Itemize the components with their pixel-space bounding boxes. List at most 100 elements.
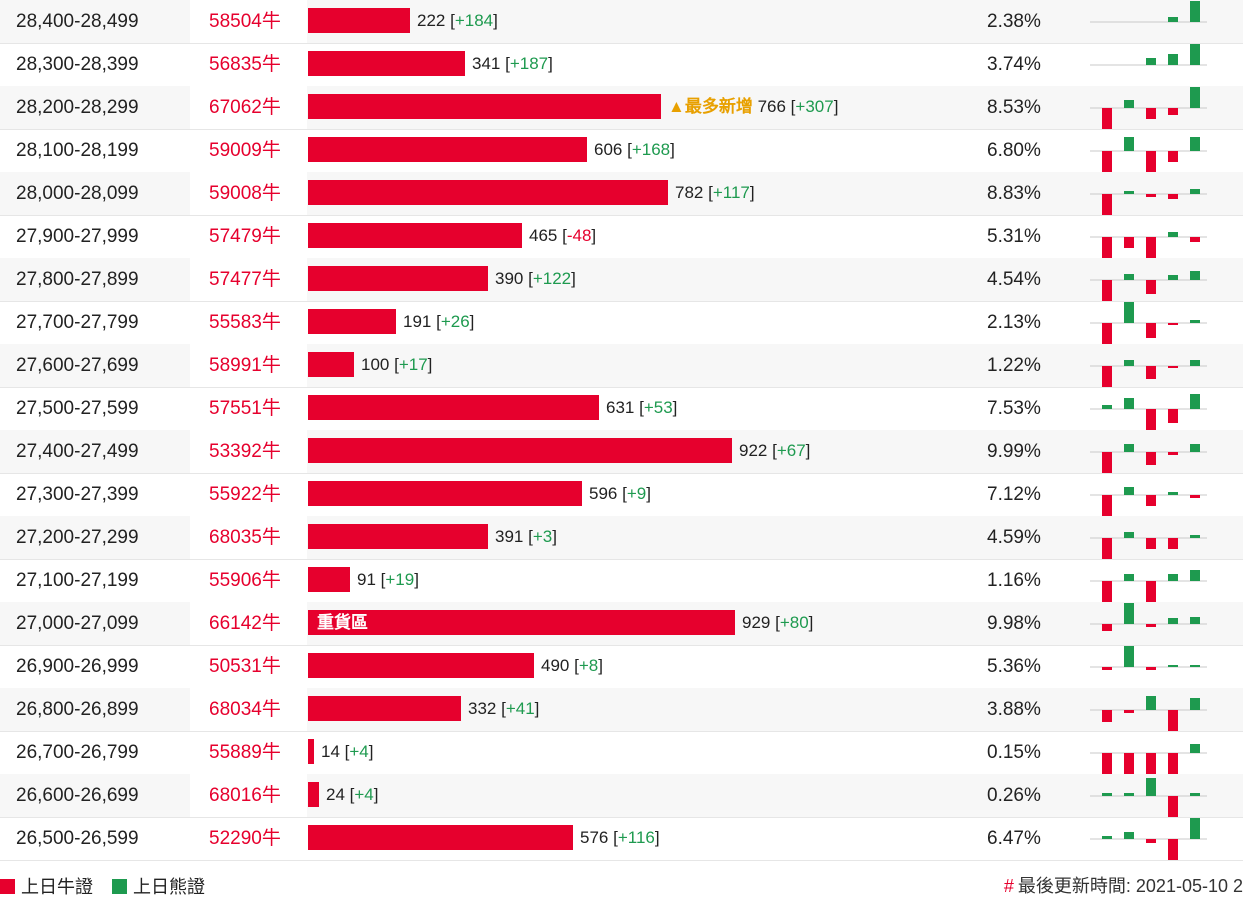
quantity-bar [308, 51, 465, 76]
cbbc-code[interactable]: 55922牛 [209, 484, 281, 505]
quantity-number: 782 [675, 183, 704, 202]
quantity-bar [308, 696, 461, 721]
quantity-change: -48 [566, 226, 592, 245]
cbbc-code[interactable]: 53392牛 [190, 430, 307, 473]
percentage: 1.16% [987, 570, 1041, 591]
history-sparkline [1090, 87, 1207, 129]
sparkline-bar [1124, 646, 1134, 667]
strike-range: 28,300-28,399 [16, 54, 139, 75]
quantity-change: +80 [779, 613, 809, 632]
quantity-value: 391 [+3] [495, 527, 557, 546]
history-sparkline [1090, 137, 1207, 172]
quantity-value: 14 [+4] [321, 742, 374, 761]
quantity-number: 391 [495, 527, 524, 546]
sparkline-bar [1168, 54, 1178, 65]
cbbc-code[interactable]: 57551牛 [209, 398, 281, 419]
sparkline-bar [1168, 574, 1178, 581]
sparkline-bar [1190, 44, 1200, 65]
cbbc-code[interactable]: 68016牛 [190, 774, 307, 817]
sparkline-bar [1146, 452, 1156, 465]
strike-range: 26,600-26,699 [16, 785, 139, 806]
sparkline-bar [1124, 793, 1134, 796]
sparkline-bar [1168, 108, 1178, 115]
quantity-value: 490 [+8] [541, 656, 603, 675]
history-sparkline [1090, 487, 1207, 516]
table-row: 28,400-28,499 58504牛 222 [+184] 2.38% [0, 0, 1243, 44]
cbbc-code[interactable]: 52290牛 [209, 828, 281, 849]
sparkline-bar [1124, 532, 1134, 538]
cbbc-code[interactable]: 59008牛 [190, 172, 307, 215]
cbbc-code[interactable]: 58991牛 [190, 344, 307, 387]
percentage: 8.83% [987, 183, 1041, 204]
cbbc-code[interactable]: 57479牛 [209, 226, 281, 247]
sparkline-bar [1190, 744, 1200, 753]
cbbc-code[interactable]: 55906牛 [209, 570, 281, 591]
quantity-number: 766 [757, 97, 786, 116]
table-row: 26,800-26,899 68034牛 332 [+41] 3.88% [0, 688, 1243, 732]
sparkline-bar [1190, 1, 1200, 22]
strike-range: 27,200-27,299 [16, 527, 139, 548]
quantity-number: 606 [594, 140, 623, 159]
cbbc-code[interactable]: 67062牛 [190, 86, 307, 129]
quantity-bar [308, 825, 573, 850]
quantity-value: 222 [+184] [417, 11, 498, 30]
quantity-change: +117 [712, 183, 750, 202]
sparkline-bar [1146, 624, 1156, 627]
quantity-change: +4 [354, 785, 374, 804]
sparkline-bar [1146, 778, 1156, 796]
cbbc-code[interactable]: 68035牛 [190, 516, 307, 559]
hash-icon: # [1003, 876, 1014, 896]
sparkline-bar [1146, 280, 1156, 294]
cbbc-code[interactable]: 58504牛 [190, 0, 307, 43]
history-sparkline [1090, 570, 1207, 602]
quantity-number: 91 [357, 570, 376, 589]
quantity-bar [308, 223, 522, 248]
sparkline-bar [1168, 275, 1178, 280]
sparkline-bar [1124, 444, 1134, 452]
cbbc-code[interactable]: 55889牛 [209, 742, 281, 763]
quantity-bar [308, 567, 350, 592]
quantity-change: +184 [454, 11, 494, 30]
quantity-bar: 重貨區 [308, 610, 735, 635]
table-row: 27,100-27,199 55906牛 91 [+19] 1.16% [0, 559, 1243, 603]
legend-bear: 上日熊證 [112, 873, 205, 901]
sparkline-bar [1146, 409, 1156, 430]
sparkline-bar [1168, 194, 1178, 199]
cbbc-code[interactable]: 59009牛 [209, 140, 281, 161]
sparkline-bar [1168, 452, 1178, 455]
quantity-number: 341 [472, 54, 501, 73]
legend-bear-label: 上日熊證 [133, 877, 206, 898]
sparkline-bar [1124, 191, 1134, 194]
sparkline-bar [1102, 753, 1112, 774]
percentage: 3.74% [987, 54, 1041, 75]
quantity-number: 465 [529, 226, 558, 245]
cbbc-code[interactable]: 50531牛 [209, 656, 281, 677]
percentage: 9.98% [987, 613, 1041, 634]
percentage: 6.80% [987, 140, 1041, 161]
cbbc-code[interactable]: 57477牛 [190, 258, 307, 301]
sparkline-bar [1124, 487, 1134, 495]
sparkline-bar [1124, 237, 1134, 248]
quantity-value: 390 [+122] [495, 269, 576, 288]
cbbc-code[interactable]: 55583牛 [209, 312, 281, 333]
quantity-number: 332 [468, 699, 497, 718]
history-sparkline [1090, 818, 1207, 860]
cbbc-code[interactable]: 66142牛 [190, 602, 307, 645]
sparkline-bar [1124, 603, 1134, 624]
quantity-number: 929 [742, 613, 771, 632]
sparkline-bar [1102, 366, 1112, 387]
sparkline-bar [1190, 360, 1200, 366]
quantity-value: 782 [+117] [675, 183, 755, 202]
sparkline-bar [1102, 280, 1112, 301]
cbbc-code[interactable]: 56835牛 [209, 54, 281, 75]
legend-bear-swatch [112, 879, 128, 895]
cbbc-code[interactable]: 68034牛 [190, 688, 307, 731]
quantity-bar [308, 395, 599, 420]
quantity-change: +168 [631, 140, 671, 159]
table-row: 26,500-26,599 52290牛 576 [+116] 6.47% [0, 817, 1243, 861]
sparkline-bar [1124, 360, 1134, 366]
quantity-number: 100 [361, 355, 390, 374]
sparkline-bar [1146, 753, 1156, 774]
sparkline-bar [1190, 698, 1200, 710]
sparkline-bar [1168, 492, 1178, 495]
